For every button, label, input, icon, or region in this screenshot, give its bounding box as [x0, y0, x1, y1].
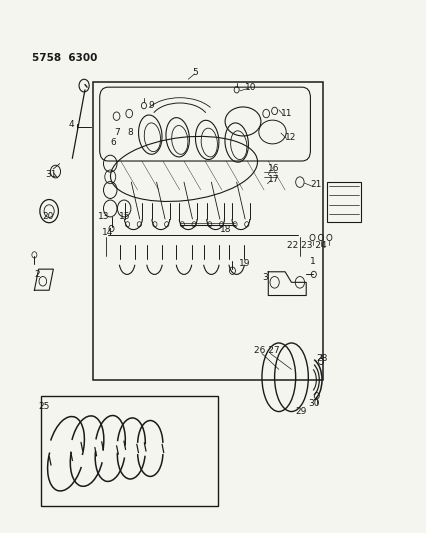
- Bar: [326, 182, 360, 222]
- Text: 5758  6300: 5758 6300: [32, 53, 98, 63]
- Text: 31: 31: [45, 169, 56, 179]
- Text: 26 27: 26 27: [253, 346, 279, 356]
- Text: 4: 4: [68, 119, 74, 128]
- Text: 14: 14: [101, 228, 113, 237]
- Text: 19: 19: [238, 260, 250, 268]
- Text: 21: 21: [310, 180, 321, 189]
- Text: 9: 9: [148, 101, 153, 110]
- Text: 1: 1: [310, 257, 315, 266]
- Text: 17: 17: [268, 175, 279, 184]
- Text: 3: 3: [262, 272, 267, 281]
- Text: 2: 2: [35, 270, 40, 279]
- Text: 29: 29: [295, 407, 306, 416]
- Text: 20: 20: [43, 212, 54, 221]
- Text: 15: 15: [118, 212, 130, 221]
- Text: 6: 6: [110, 138, 116, 147]
- Text: 12: 12: [285, 133, 296, 142]
- Text: 25: 25: [38, 402, 50, 411]
- Text: 16: 16: [268, 164, 279, 173]
- Text: 28: 28: [316, 354, 327, 364]
- Text: 11: 11: [280, 109, 292, 118]
- Text: 22 23 24: 22 23 24: [287, 241, 326, 250]
- Text: 7: 7: [114, 127, 120, 136]
- Text: 18: 18: [219, 225, 231, 234]
- Text: 30: 30: [308, 399, 319, 408]
- Text: 13: 13: [98, 212, 109, 221]
- Bar: [40, 395, 217, 506]
- Text: 8: 8: [127, 127, 132, 136]
- Bar: [93, 82, 322, 380]
- Text: 5: 5: [192, 68, 198, 77]
- Text: 10: 10: [245, 83, 256, 92]
